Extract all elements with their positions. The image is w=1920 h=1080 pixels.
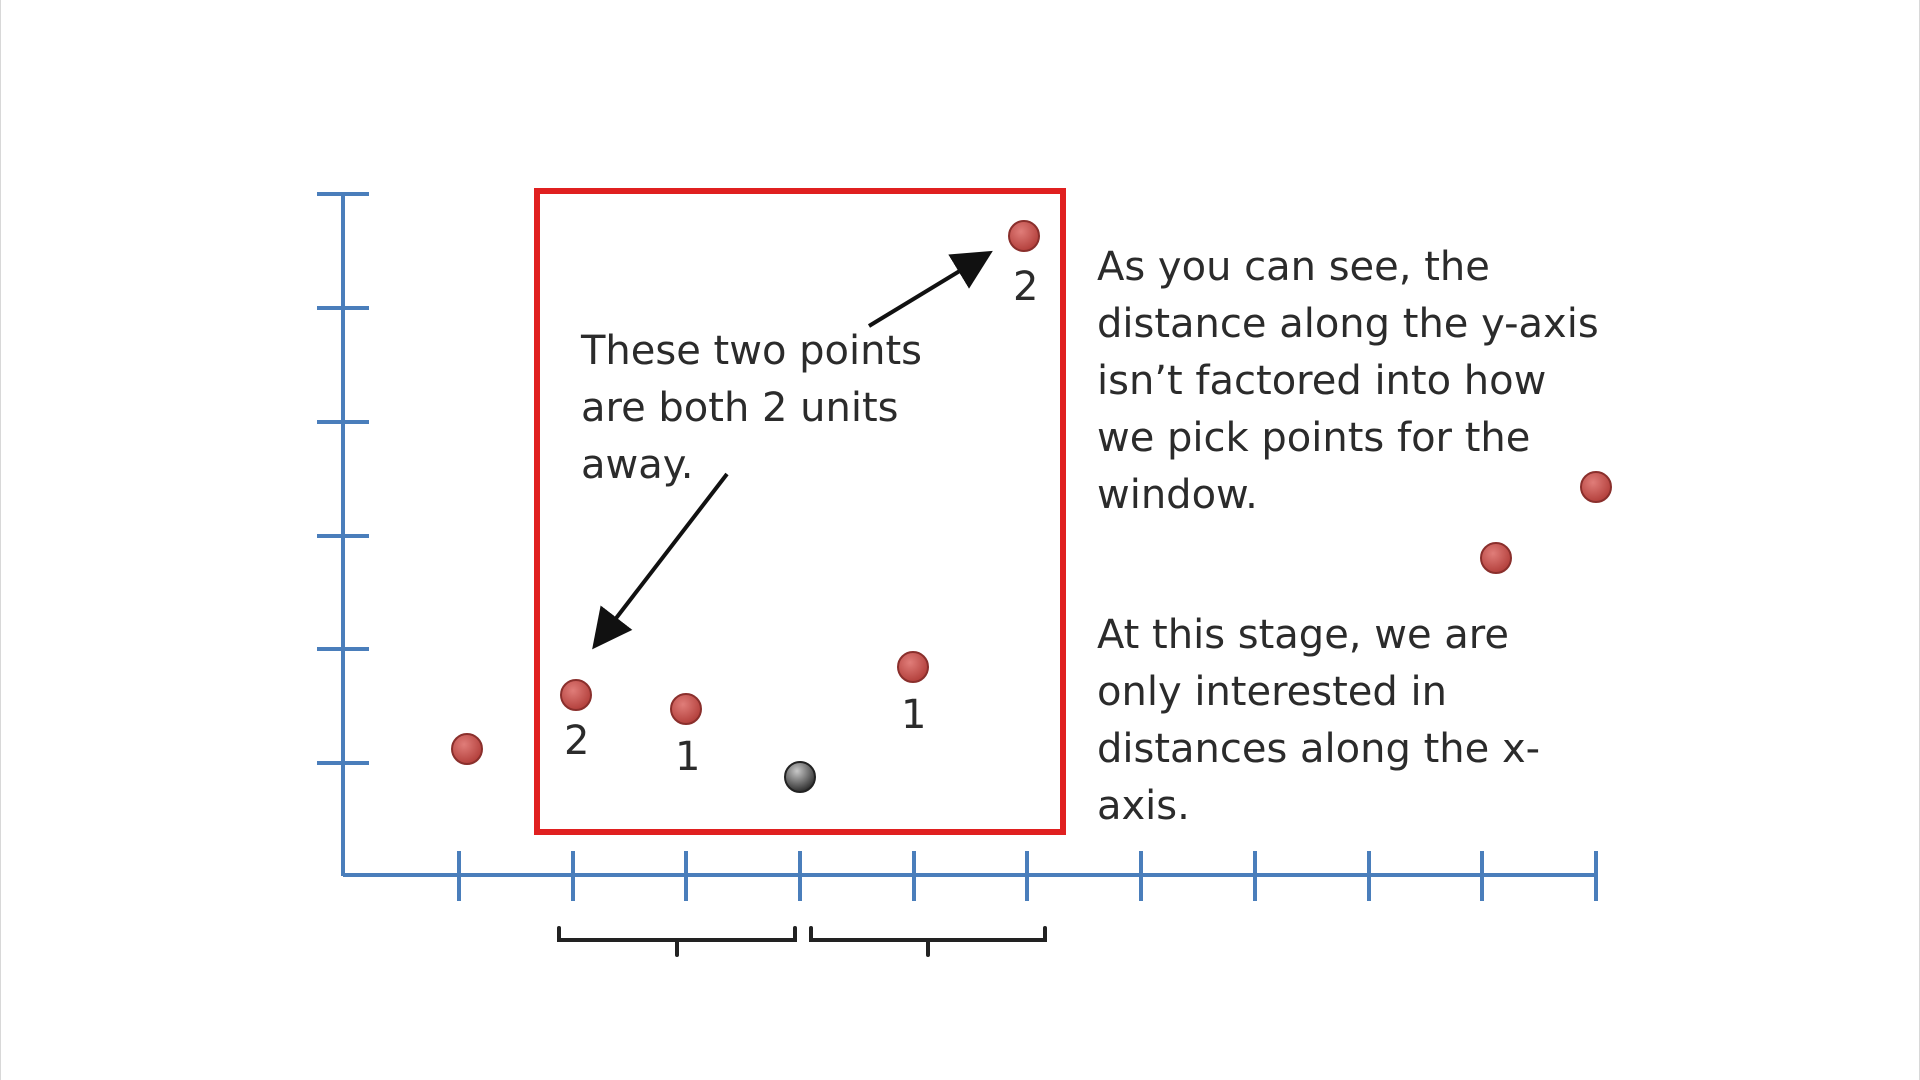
data-point (1008, 220, 1040, 252)
query-point (784, 761, 816, 793)
data-point (451, 733, 483, 765)
explanation-line: At this stage, we are (1097, 612, 1509, 658)
data-point (560, 679, 592, 711)
explanation-line: isn’t factored into how (1097, 358, 1547, 404)
left-bracket (557, 926, 797, 957)
axes (317, 192, 1598, 901)
y-axis-ticks (317, 192, 369, 765)
explanation-paragraph-1: As you can see, the distance along the y… (1097, 239, 1599, 524)
window-frame (534, 188, 1066, 835)
point-label: 1 (675, 734, 700, 780)
arrow-to-upper-point (867, 250, 993, 328)
data-points (451, 220, 1612, 765)
data-point (670, 693, 702, 725)
bracket-icon (557, 926, 1047, 957)
callout-line: away. (581, 442, 694, 488)
x-axis-ticks (457, 851, 1598, 901)
arrow-to-lower-point (592, 472, 729, 650)
point-labels: 2 2 1 1 (564, 264, 1038, 780)
right-bracket (809, 926, 1047, 957)
explanation-paragraph-2: At this stage, we are only interested in… (1097, 607, 1540, 835)
point-label: 1 (901, 692, 926, 738)
explanation-line: As you can see, the (1097, 244, 1490, 290)
explanation-line: distance along the y-axis (1097, 301, 1599, 347)
callout-text: These two points are both 2 units away. (581, 323, 922, 494)
explanation-line: distances along the x- (1097, 726, 1541, 772)
callout-line: These two points (581, 328, 922, 374)
explanation-line: window. (1097, 472, 1258, 518)
data-point (1480, 542, 1512, 574)
data-point (1580, 471, 1612, 503)
point-label: 2 (1013, 264, 1038, 310)
callout-line: are both 2 units (581, 385, 899, 431)
arrow-icon (592, 250, 993, 650)
explanation-line: only interested in (1097, 669, 1447, 715)
explanation-line: axis. (1097, 783, 1190, 829)
data-point (897, 651, 929, 683)
point-label: 2 (564, 718, 589, 764)
explanation-line: we pick points for the (1097, 415, 1531, 461)
